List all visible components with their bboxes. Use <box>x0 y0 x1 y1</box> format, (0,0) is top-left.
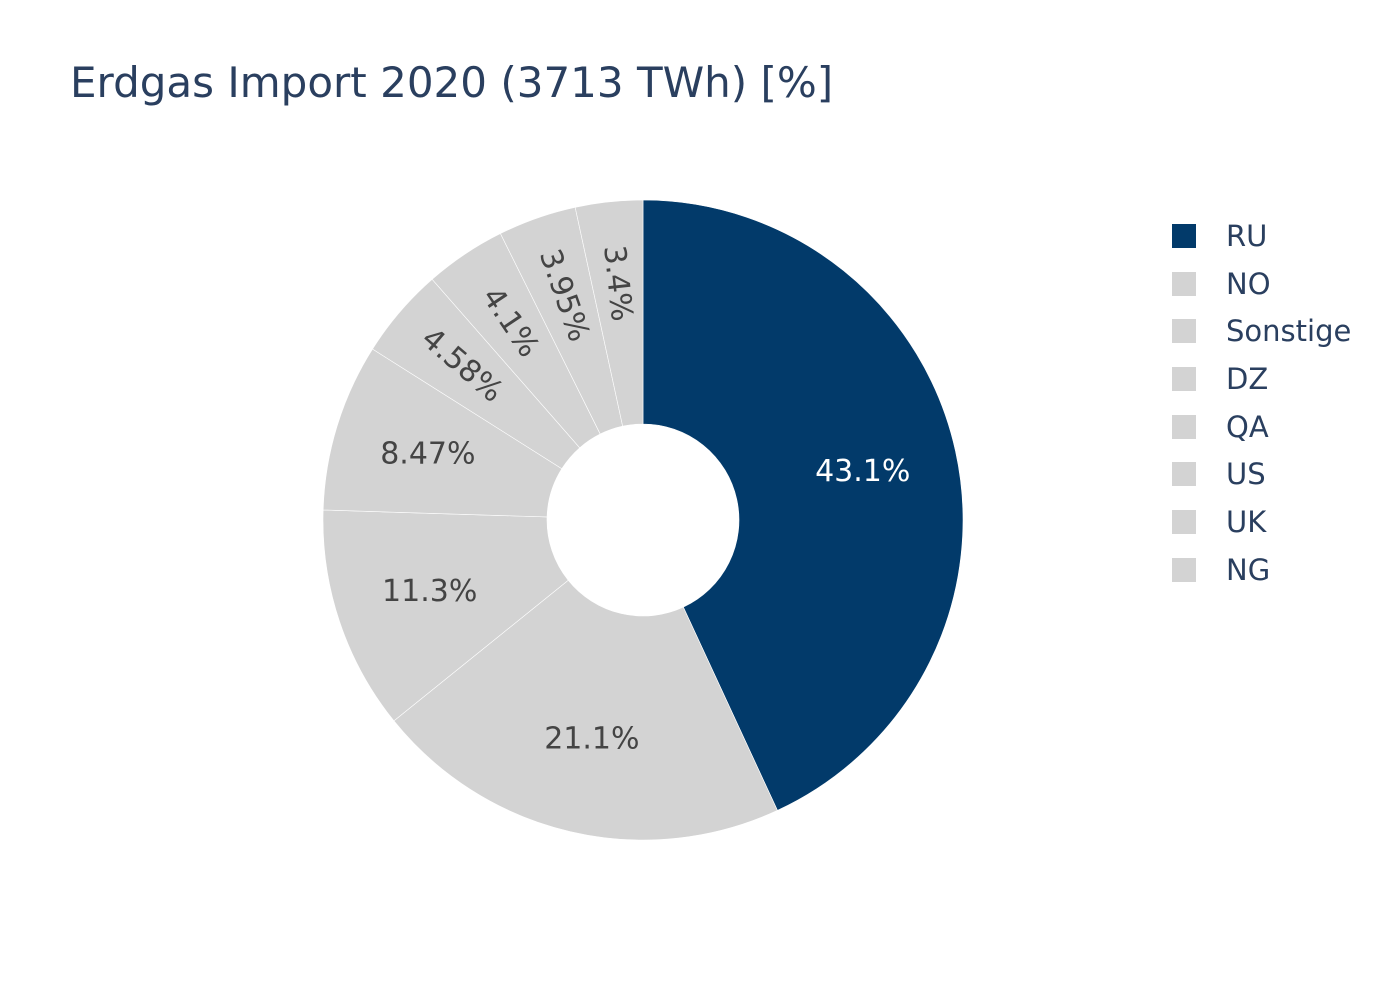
legend-item-ng[interactable]: NG <box>1172 546 1351 594</box>
slice-group <box>322 199 964 841</box>
legend-swatch <box>1172 366 1196 391</box>
legend-swatch <box>1172 319 1196 344</box>
legend: RU NO Sonstige DZ QA US UK NG <box>1172 212 1351 594</box>
legend-swatch <box>1172 557 1196 582</box>
legend-label: NO <box>1226 266 1271 301</box>
legend-label: NG <box>1226 552 1271 587</box>
legend-label: RU <box>1226 218 1268 253</box>
slice-dz[interactable] <box>322 348 563 518</box>
legend-label: UK <box>1226 504 1267 539</box>
legend-swatch <box>1172 414 1196 439</box>
slice-label-ng: 3.4% <box>596 244 639 324</box>
legend-item-sonstige[interactable]: Sonstige <box>1172 307 1351 355</box>
legend-swatch <box>1172 462 1196 487</box>
slice-label-ru: 43.1% <box>815 454 910 489</box>
legend-swatch <box>1172 509 1196 534</box>
legend-item-ru[interactable]: RU <box>1172 212 1351 260</box>
slice-sonstige[interactable] <box>322 509 569 722</box>
slice-label-no: 21.1% <box>544 722 639 757</box>
legend-item-no[interactable]: NO <box>1172 260 1351 308</box>
slice-label-sonstige: 11.3% <box>382 574 477 609</box>
legend-item-uk[interactable]: UK <box>1172 498 1351 546</box>
legend-label: US <box>1226 457 1266 492</box>
legend-item-qa[interactable]: QA <box>1172 403 1351 451</box>
legend-label: DZ <box>1226 361 1269 396</box>
legend-item-us[interactable]: US <box>1172 450 1351 498</box>
legend-item-dz[interactable]: DZ <box>1172 355 1351 403</box>
legend-label: QA <box>1226 409 1269 444</box>
slice-ng[interactable] <box>574 199 644 427</box>
chart-title: Erdgas Import 2020 (3713 TWh) [%] <box>70 58 834 107</box>
slice-ru[interactable] <box>642 199 964 811</box>
legend-swatch <box>1172 223 1196 248</box>
slice-no[interactable] <box>393 579 778 841</box>
legend-swatch <box>1172 271 1196 296</box>
legend-label: Sonstige <box>1226 314 1352 349</box>
slice-label-dz: 8.47% <box>380 437 475 472</box>
